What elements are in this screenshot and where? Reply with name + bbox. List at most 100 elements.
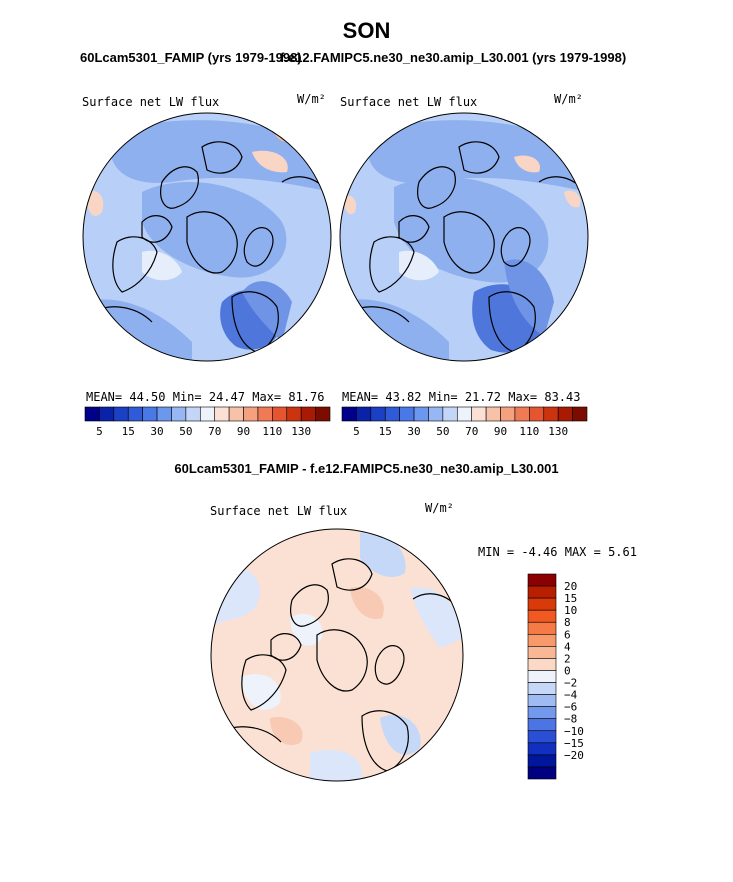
colorbar-swatch	[156, 406, 172, 422]
units-label-left: W/m²	[297, 92, 326, 106]
colorbar-swatch	[485, 406, 501, 422]
colorbar-swatch	[527, 706, 557, 720]
panel-title-left: 60Lcam5301_FAMIP (yrs 1979-1998)	[80, 50, 302, 65]
colorbar-swatch	[527, 646, 557, 659]
colorbar-swatch	[527, 585, 557, 599]
colorbar-tick-label: 90	[237, 425, 250, 438]
mean-value: 44.50	[129, 390, 166, 404]
colorbar-swatch	[527, 766, 557, 780]
field-patch	[410, 587, 463, 648]
colorbar-swatch	[228, 406, 244, 422]
stats-diff: MIN = -4.46 MAX = 5.61	[478, 545, 637, 559]
page-title: SON	[342, 18, 391, 43]
colorbar-tick-label: 30	[150, 425, 163, 438]
colorbar-tick-label: 6	[564, 628, 571, 641]
field-patch	[110, 120, 331, 192]
field-patch	[86, 190, 104, 216]
colorbar-swatch	[500, 406, 516, 422]
colorbar-swatch	[572, 406, 588, 422]
max-value: 5.61	[608, 545, 637, 559]
field-patch	[240, 674, 281, 710]
colorbar-tick-label: 50	[179, 425, 192, 438]
colorbar-swatch	[527, 742, 557, 756]
colorbar-swatch	[413, 406, 429, 422]
map-model-a	[82, 112, 332, 362]
map-border	[82, 112, 332, 362]
colorbar-swatch	[272, 406, 288, 422]
colorbar-tick-label: 130	[291, 425, 311, 438]
colorbar-tick-label: 110	[262, 425, 282, 438]
colorbar-swatch	[527, 694, 557, 707]
min-label: MIN =	[478, 545, 515, 559]
colorbar-swatch	[142, 406, 158, 422]
field-patch	[270, 717, 303, 746]
field-patch	[142, 250, 182, 281]
colorbar-swatch	[527, 718, 557, 732]
field-patch	[310, 749, 362, 781]
colorbar-swatch	[113, 406, 129, 422]
colorbar-swatch	[471, 406, 487, 422]
colorbar-swatch	[214, 406, 230, 422]
colorbar-swatch	[171, 406, 187, 422]
field-patch	[504, 259, 554, 337]
colorbar-swatch	[300, 406, 316, 422]
colorbar-swatch	[243, 406, 259, 422]
variable-label-right: Surface net LW flux	[340, 95, 478, 109]
field-patch	[564, 190, 581, 208]
colorbar-swatch	[456, 406, 473, 422]
field-patch	[514, 155, 540, 173]
colorbar-swatch	[527, 730, 557, 744]
colorbar-swatch	[442, 406, 458, 422]
colorbar-swatch	[527, 754, 557, 768]
colorbar-tick-label: 15	[122, 425, 135, 438]
colorbar-tick-label: −6	[564, 701, 577, 714]
colorbar-swatch	[257, 406, 273, 422]
field-patch	[242, 281, 292, 342]
map-model-b	[339, 112, 589, 362]
min-label: Min=	[428, 390, 458, 404]
colorbar-swatch	[356, 406, 372, 422]
colorbar-tick-label: −2	[564, 677, 577, 690]
field-patch	[399, 250, 439, 281]
colorbar-swatch	[286, 406, 302, 422]
colorbar-tick-label: 90	[494, 425, 507, 438]
colorbar-tick-label: 130	[548, 425, 568, 438]
colorbar-swatch	[527, 682, 557, 695]
min-label: Min=	[172, 390, 202, 404]
colorbar-tick-label: 10	[564, 604, 577, 617]
coastlines	[91, 141, 328, 353]
panel-title-diff: 60Lcam5301_FAMIP - f.e12.FAMIPC5.ne30_ne…	[174, 461, 559, 476]
colorbar-swatch	[527, 633, 557, 647]
mean-label: MEAN=	[86, 390, 123, 404]
colorbar-tick-label: 15	[379, 425, 392, 438]
colorbar-tick-label: −15	[564, 737, 584, 750]
colorbar-swatch	[529, 406, 545, 422]
colorbar-tick-label: 2	[564, 652, 571, 665]
colorbar-tick-label: 30	[407, 425, 420, 438]
min-value: 24.47	[208, 390, 245, 404]
min-value: 21.72	[464, 390, 501, 404]
units-label-diff: W/m²	[425, 501, 454, 515]
colorbar-tick-label: 5	[96, 425, 103, 438]
stats-left: MEAN= 44.50 Min= 24.47 Max= 81.76	[86, 390, 324, 404]
panel-title-right: f.e12.FAMIPC5.ne30_ne30.amip_L30.001 (yr…	[280, 50, 627, 65]
colorbar-swatch	[84, 406, 100, 422]
colorbar-tick-label: 4	[564, 640, 571, 653]
colorbar-swatch	[384, 406, 400, 422]
colorbar-tick-label: −20	[564, 749, 584, 762]
colorbar-swatch	[514, 406, 530, 422]
colorbar-swatch	[341, 406, 357, 422]
map-difference	[210, 528, 464, 782]
field-patch	[142, 182, 287, 278]
colorbar-swatch	[527, 597, 557, 611]
field-patch	[360, 532, 406, 578]
field-patch	[252, 150, 288, 173]
colorbar-tick-label: 5	[353, 425, 360, 438]
colorbar-swatch	[370, 406, 386, 422]
variable-label-left: Surface net LW flux	[82, 95, 220, 109]
field-patch	[367, 120, 588, 192]
diff-field	[211, 529, 463, 781]
coastlines	[348, 141, 585, 353]
colorbar-swatch	[185, 406, 201, 422]
